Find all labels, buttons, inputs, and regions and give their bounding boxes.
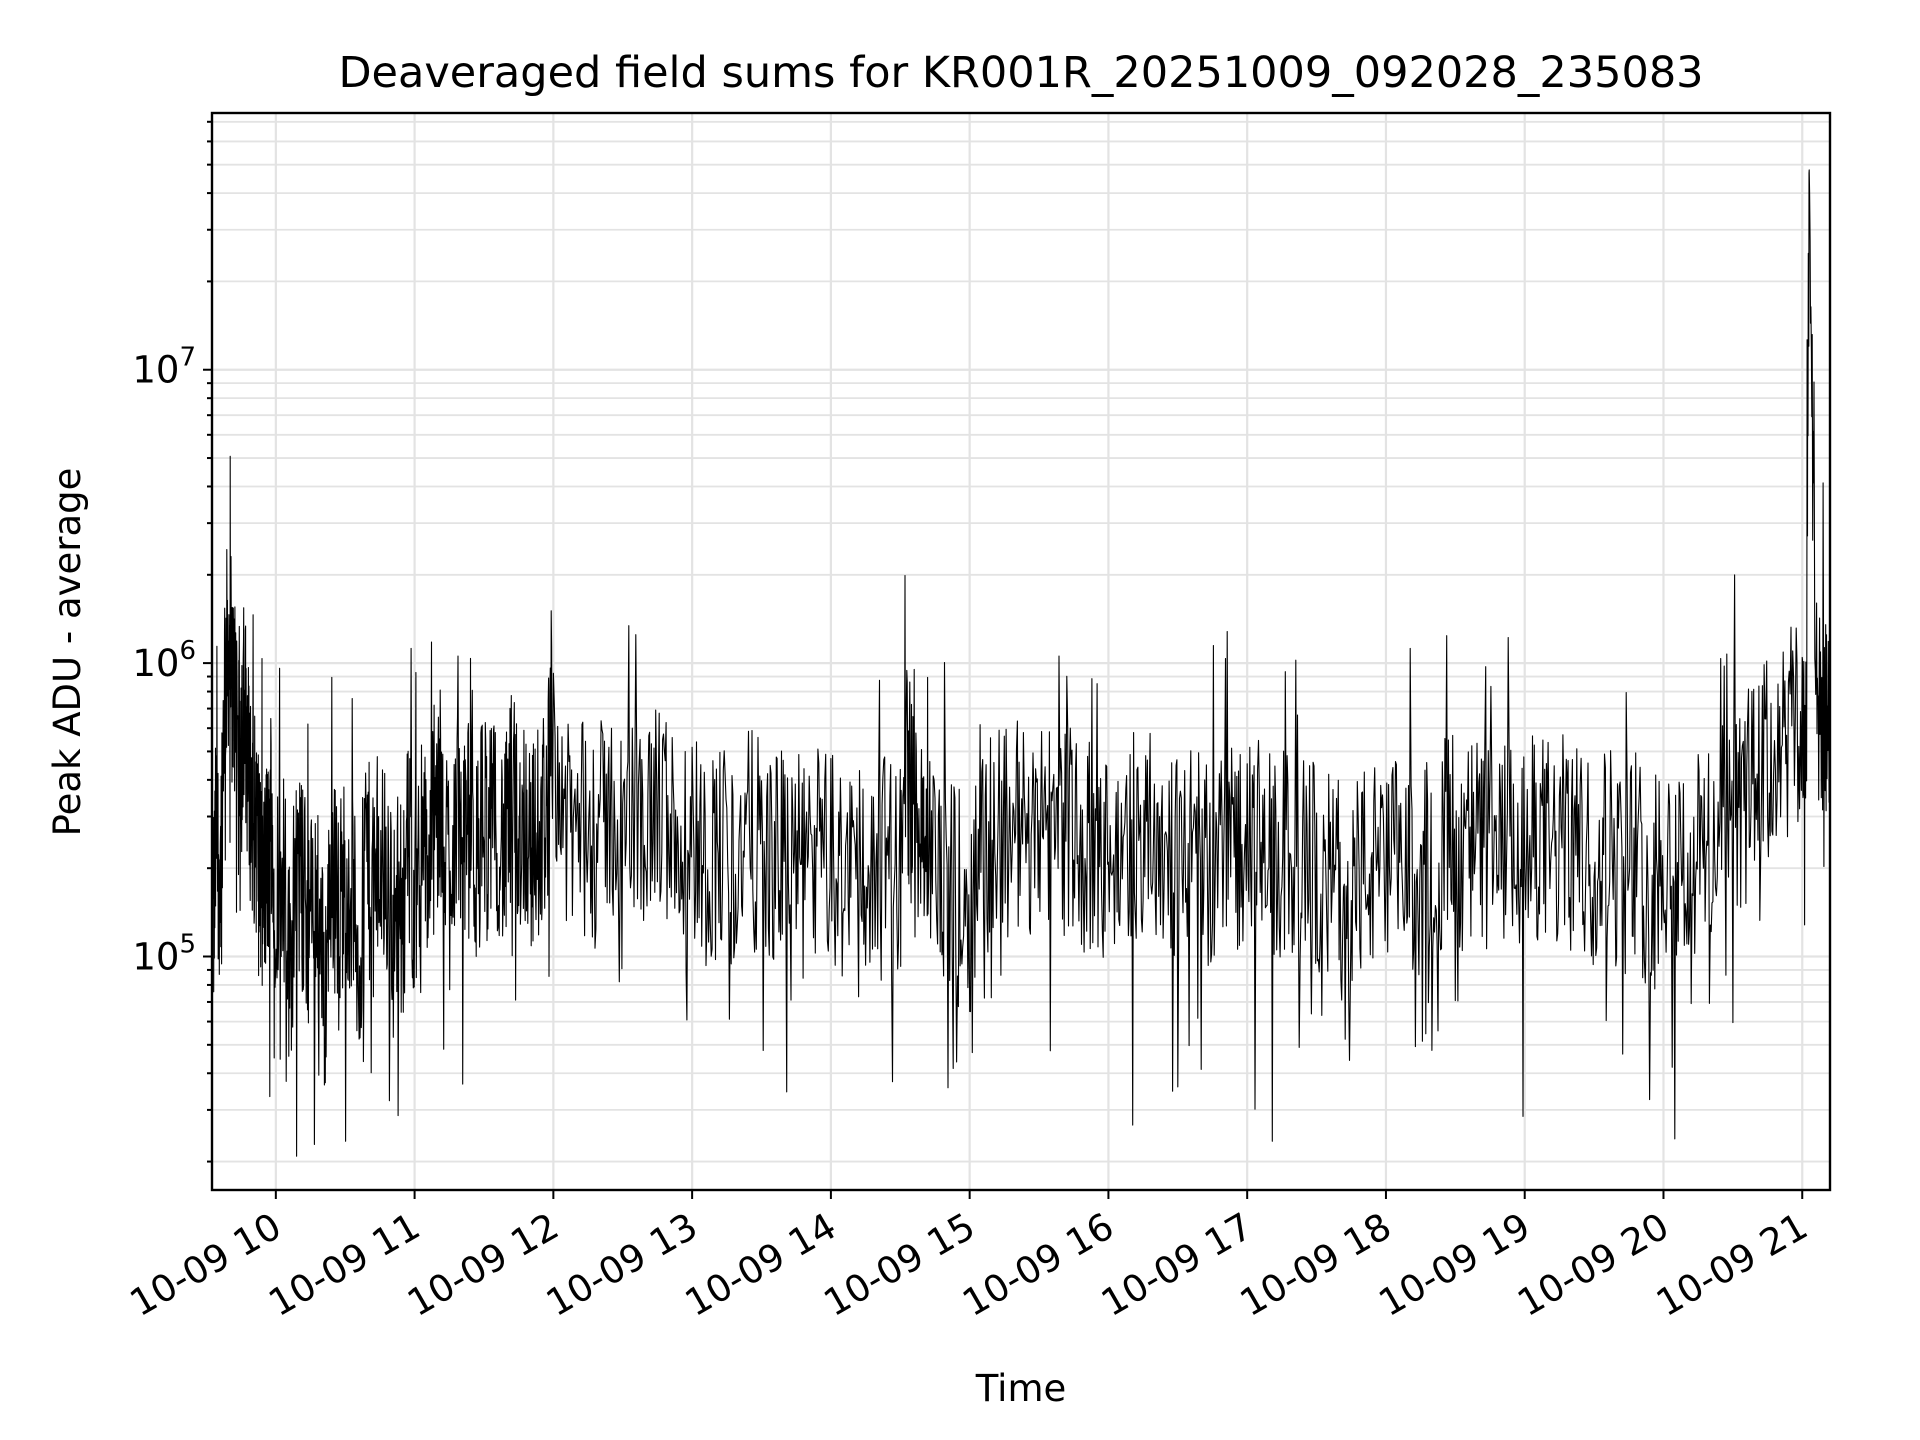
y-tick-label: 105	[132, 930, 196, 979]
chart-title: Deaveraged field sums for KR001R_2025100…	[338, 48, 1703, 98]
y-tick-label: 107	[132, 343, 196, 392]
major-gridlines	[212, 113, 1830, 1190]
y-axis-ticks: 105 106 107	[132, 120, 212, 1163]
plot-area-background	[212, 113, 1830, 1190]
x-axis-label: Time	[975, 1367, 1067, 1410]
y-axis-label: Peak ADU - average	[46, 468, 89, 837]
y-tick-label: 106	[132, 636, 196, 685]
plot-frame	[210, 111, 1832, 1192]
series-line-deaveraged-field-sum	[212, 169, 1831, 1157]
